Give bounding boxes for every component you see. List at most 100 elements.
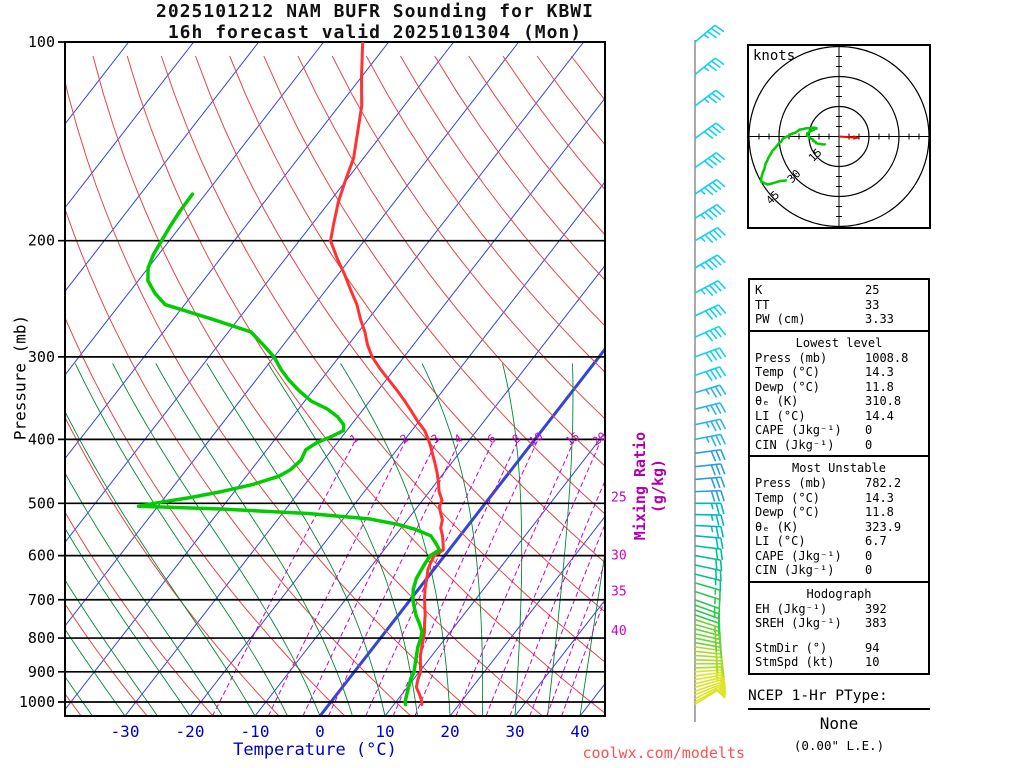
panel-row-value: 0 — [865, 548, 873, 563]
panel-row: EH (Jkg⁻¹) 392 — [750, 602, 928, 617]
panel-row-label: CAPE (Jkg⁻¹) — [755, 423, 842, 437]
wind-barb — [694, 226, 726, 244]
hodograph-trace — [759, 126, 827, 186]
panel-row: LI (°C) 14.4 — [750, 409, 928, 424]
wind-barb — [694, 582, 721, 602]
chart-title-line1: 2025101212 NAM BUFR Sounding for KBWI — [156, 1, 594, 22]
ptype-label: NCEP 1-Hr PType: — [748, 688, 930, 710]
panel-row-value: 0 — [865, 563, 873, 577]
svg-text:40: 40 — [611, 624, 627, 639]
panel-row-label: LI (°C) — [755, 408, 806, 423]
panel-row-value: 0 — [865, 437, 873, 452]
panel-row: Press (mb) 782.2 — [750, 476, 928, 491]
ptype-value: None — [819, 714, 859, 733]
svg-text:900: 900 — [28, 663, 55, 681]
moist-adiabat-lines — [65, 363, 605, 716]
wind-barb — [694, 463, 726, 476]
storm-motion-arrowhead — [853, 135, 859, 140]
panel-row: LI (°C) 6.7 — [750, 534, 928, 549]
svg-text:0: 0 — [315, 722, 325, 741]
panel-row-value: 383 — [865, 616, 887, 630]
wind-barb — [694, 684, 727, 696]
panel-row: SREH (Jkg⁻¹) 383 — [750, 616, 928, 631]
svg-text:1000: 1000 — [19, 693, 55, 711]
panel-section-title: Most Unstable — [792, 461, 886, 475]
wind-barb — [694, 418, 727, 432]
wind-barb — [694, 89, 725, 107]
panel-row-value: 6.7 — [865, 534, 887, 548]
svg-text:15: 15 — [563, 429, 582, 448]
panel-section: Lowest level Press (mb) 1008.8 Temp (°C) 14.… — [750, 329, 928, 456]
wind-barb — [694, 545, 724, 561]
svg-text:400: 400 — [28, 430, 55, 448]
svg-text:30: 30 — [611, 549, 627, 564]
panel-row: θₑ (K) 310.8 — [750, 394, 928, 409]
panel-section: K 25 TT 33 PW (cm) 3.33 — [750, 280, 928, 330]
panel-row-value: 3.33 — [865, 312, 894, 326]
svg-text:35: 35 — [611, 584, 627, 599]
panel-row-value: 310.8 — [865, 394, 902, 408]
hodograph-ring — [778, 75, 900, 198]
wind-barb — [694, 366, 727, 382]
svg-text:300: 300 — [28, 348, 55, 366]
svg-text:10: 10 — [375, 722, 394, 741]
panel-row-label: LI (°C) — [755, 534, 806, 548]
panel-row: Temp (°C) 14.3 — [750, 365, 928, 380]
panel-row-value: 0 — [865, 423, 873, 437]
hodograph-units-label: knots — [753, 48, 796, 64]
panel-row-label: Temp (°C) — [755, 365, 821, 379]
panel-row-label: θₑ (K) — [755, 519, 799, 534]
chart-title-line2: 16h forecast valid 2025101304 (Mon) — [167, 22, 583, 43]
panel-row-value: 11.8 — [865, 379, 894, 394]
panel-row-label: CAPE (Jkg⁻¹) — [755, 548, 842, 563]
panel-row-value: 782.2 — [865, 476, 902, 490]
wind-barb — [694, 203, 726, 221]
panel-row-label: K — [755, 283, 763, 297]
panel-row-value: 14.3 — [865, 365, 894, 379]
panel-row-label: θₑ (K) — [755, 394, 799, 408]
hodograph-ring — [749, 46, 929, 227]
wind-barb — [694, 688, 726, 703]
panel-row-label: SREH (Jkg⁻¹) — [755, 616, 842, 630]
panel-row: K 25 — [750, 283, 928, 298]
panel-row-value: 33 — [865, 297, 880, 312]
wind-barb — [694, 654, 724, 669]
pressure-axis-label: Pressure (mb) — [10, 314, 30, 441]
svg-text:200: 200 — [28, 232, 55, 250]
wind-barb — [694, 402, 727, 416]
wind-barb — [694, 57, 725, 76]
skewt-background-grid — [65, 42, 605, 716]
svg-text:-10: -10 — [241, 722, 270, 741]
panel-section: Hodograph EH (Jkg⁻¹) 392 SREH (Jkg⁻¹) 383 Stm… — [750, 580, 928, 673]
panel-row-label: CIN (Jkg⁻¹) — [755, 437, 835, 452]
panel-row-value: 1008.8 — [865, 350, 909, 365]
wind-barb — [694, 524, 725, 538]
svg-text:-30: -30 — [111, 722, 140, 741]
plot-border — [64, 41, 606, 717]
wind-barb — [694, 599, 721, 620]
panel-row: Dewp (°C) 11.8 — [750, 505, 928, 520]
watermark-text: coolwx.com/modelts — [582, 744, 745, 762]
pressure-tick-labels: 100 200 300 400 500 600 700 800 900 1000 — [19, 33, 55, 711]
wind-barb — [694, 679, 727, 690]
temperature-axis-label: Temperature (°C) — [233, 740, 397, 760]
panel-row-label: Temp (°C) — [755, 490, 821, 505]
wind-barb — [694, 152, 726, 169]
dewpoint-profile-line — [136, 192, 442, 707]
wind-barb — [694, 122, 726, 140]
wind-barb — [694, 681, 727, 693]
panel-row-gap — [750, 631, 928, 641]
wind-barb-column — [694, 24, 727, 722]
svg-text:30: 30 — [505, 722, 524, 741]
panel-row: TT 33 — [750, 298, 928, 313]
panel-row-label: PW (cm) — [755, 312, 806, 326]
panel-row-label: Press (mb) — [755, 350, 828, 365]
svg-text:500: 500 — [28, 494, 55, 512]
panel-row-label: Dewp (°C) — [755, 505, 821, 519]
panel-section-title: Hodograph — [806, 586, 872, 601]
panel-row: θₑ (K) 323.9 — [750, 520, 928, 535]
panel-row-label: EH (Jkg⁻¹) — [755, 601, 828, 616]
ptype-liquid-equivalent: (0.00" L.E.) — [793, 738, 885, 753]
wind-barb — [694, 689, 726, 705]
